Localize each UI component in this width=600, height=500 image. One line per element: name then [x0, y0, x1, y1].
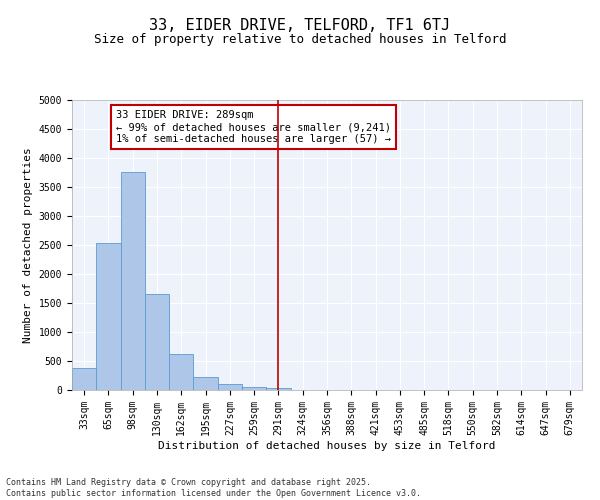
- Bar: [242, 387, 266, 390]
- Bar: [193, 376, 218, 390]
- Bar: [218, 384, 242, 390]
- Y-axis label: Number of detached properties: Number of detached properties: [23, 147, 33, 343]
- Bar: [121, 172, 145, 390]
- Bar: [96, 244, 121, 390]
- Bar: [169, 354, 193, 390]
- Text: 33, EIDER DRIVE, TELFORD, TF1 6TJ: 33, EIDER DRIVE, TELFORD, TF1 6TJ: [149, 18, 451, 32]
- Text: 33 EIDER DRIVE: 289sqm
← 99% of detached houses are smaller (9,241)
1% of semi-d: 33 EIDER DRIVE: 289sqm ← 99% of detached…: [116, 110, 391, 144]
- X-axis label: Distribution of detached houses by size in Telford: Distribution of detached houses by size …: [158, 440, 496, 450]
- Bar: [145, 294, 169, 390]
- Bar: [266, 388, 290, 390]
- Bar: [72, 368, 96, 390]
- Text: Size of property relative to detached houses in Telford: Size of property relative to detached ho…: [94, 32, 506, 46]
- Text: Contains HM Land Registry data © Crown copyright and database right 2025.
Contai: Contains HM Land Registry data © Crown c…: [6, 478, 421, 498]
